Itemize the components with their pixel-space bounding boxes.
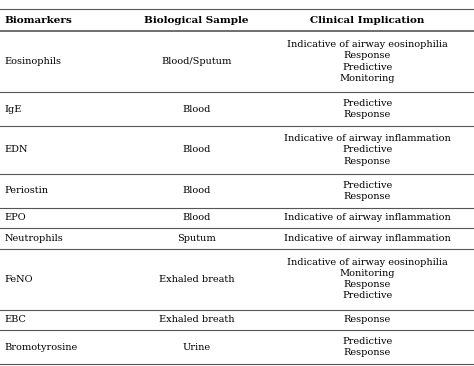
Text: Blood: Blood <box>182 213 211 223</box>
Text: EDN: EDN <box>5 145 28 154</box>
Text: Urine: Urine <box>182 343 211 352</box>
Text: Predictive
Response: Predictive Response <box>342 337 392 357</box>
Text: Indicative of airway eosinophilia
Monitoring
Response
Predictive: Indicative of airway eosinophilia Monito… <box>287 258 448 300</box>
Text: Biological Sample: Biological Sample <box>145 15 249 25</box>
Text: EPO: EPO <box>5 213 27 223</box>
Text: Blood/Sputum: Blood/Sputum <box>162 57 232 66</box>
Text: Bromotyrosine: Bromotyrosine <box>5 343 78 352</box>
Text: Exhaled breath: Exhaled breath <box>159 274 235 284</box>
Text: Indicative of airway eosinophilia
Response
Predictive
Monitoring: Indicative of airway eosinophilia Respon… <box>287 40 448 83</box>
Text: Blood: Blood <box>182 105 211 113</box>
Text: Sputum: Sputum <box>177 234 216 243</box>
Text: Biomarkers: Biomarkers <box>5 15 73 25</box>
Text: Neutrophils: Neutrophils <box>5 234 64 243</box>
Text: Blood: Blood <box>182 145 211 154</box>
Text: Predictive
Response: Predictive Response <box>342 99 392 119</box>
Text: IgE: IgE <box>5 105 22 113</box>
Text: Periostin: Periostin <box>5 186 49 195</box>
Text: EBC: EBC <box>5 315 27 325</box>
Text: Exhaled breath: Exhaled breath <box>159 315 235 325</box>
Text: Response: Response <box>344 315 391 325</box>
Text: Clinical Implication: Clinical Implication <box>310 15 425 25</box>
Text: Indicative of airway inflammation: Indicative of airway inflammation <box>284 213 451 223</box>
Text: Blood: Blood <box>182 186 211 195</box>
Text: Indicative of airway inflammation: Indicative of airway inflammation <box>284 234 451 243</box>
Text: FeNO: FeNO <box>5 274 33 284</box>
Text: Eosinophils: Eosinophils <box>5 57 62 66</box>
Text: Indicative of airway inflammation
Predictive
Response: Indicative of airway inflammation Predic… <box>284 134 451 165</box>
Text: Predictive
Response: Predictive Response <box>342 181 392 201</box>
